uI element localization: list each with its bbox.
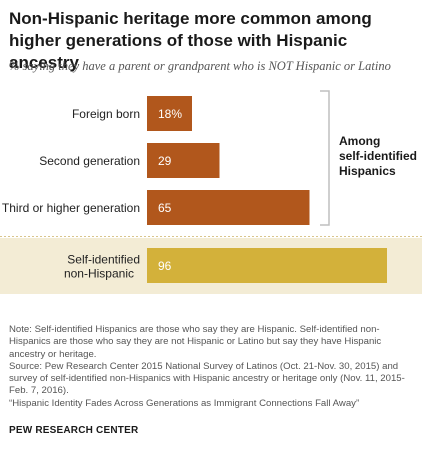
category-label-4: Self-identified non-Hispanic	[64, 253, 140, 281]
value-label-4: 96	[158, 259, 172, 273]
pew-footer-logo: PEW RESEARCH CENTER	[9, 425, 139, 436]
group-label: Among self-identified Hispanics	[339, 134, 417, 178]
chart-title: Non-Hispanic heritage more common among …	[9, 9, 372, 72]
bar-2	[147, 143, 220, 178]
category-label-2: Second generation	[39, 154, 140, 168]
group-bracket	[320, 90, 330, 226]
value-label-1: 18%	[158, 107, 182, 121]
category-label-1: Foreign born	[72, 107, 140, 121]
note-text: Note: Self-identified Hispanics are thos…	[9, 324, 382, 360]
bar-3	[147, 190, 310, 225]
bar-4	[147, 248, 387, 283]
bar-1	[147, 96, 192, 131]
report-title: “Hispanic Identity Fades Across Generati…	[9, 397, 360, 409]
value-label-3: 65	[158, 201, 172, 215]
source-text: Source: Pew Research Center 2015 Nationa…	[9, 360, 405, 397]
value-label-2: 29	[158, 154, 172, 168]
category-label-3: Third or higher generation	[2, 201, 140, 215]
chart-subtitle: % saying they have a parent or grandpare…	[9, 59, 391, 73]
notes-block: Note: Self-identified Hispanics are thos…	[9, 324, 413, 410]
bar-chart: 18% Foreign born 29 Second generation 65 Thir…	[0, 90, 422, 294]
